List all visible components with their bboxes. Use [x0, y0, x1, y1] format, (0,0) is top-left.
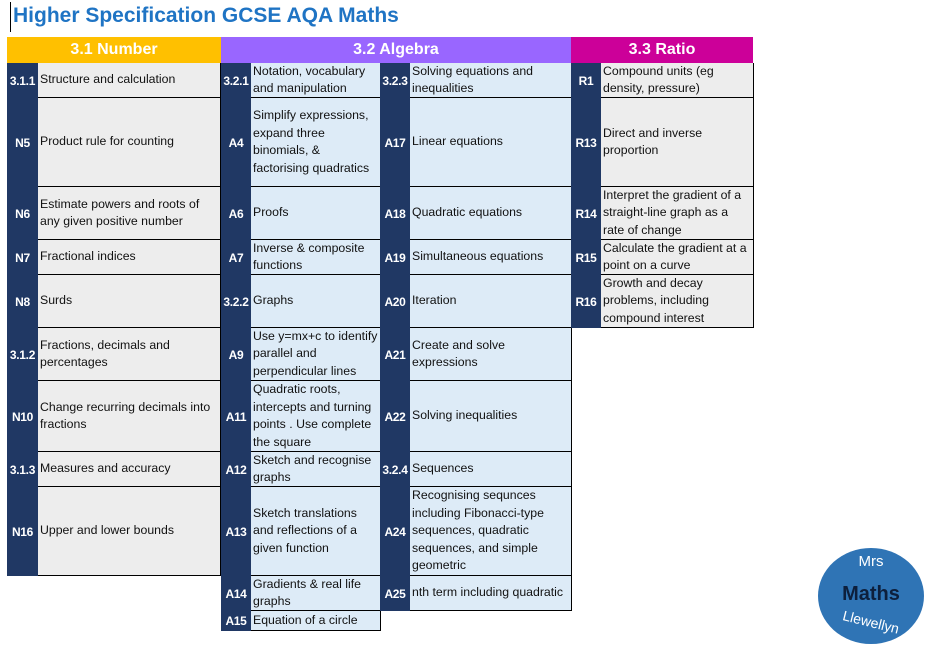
- topic-code: 3.1.1: [7, 63, 38, 98]
- topic-code: R1: [571, 63, 601, 98]
- topic-description: Solving inequalities: [410, 381, 572, 452]
- topic-code: 3.1.3: [7, 452, 38, 487]
- topic-description: Create and solve expressions: [410, 328, 572, 381]
- topic-code: N8: [7, 275, 38, 328]
- topic-description: Interpret the gradient of a straight-lin…: [601, 187, 754, 240]
- topic-code: A4: [221, 98, 251, 187]
- topic-code: A13: [221, 487, 251, 576]
- header-algebra: 3.2 Algebra: [221, 37, 571, 63]
- topic-code: A7: [221, 240, 251, 275]
- topic-code: R15: [571, 240, 601, 275]
- topic-description: Surds: [38, 275, 221, 328]
- topic-description: Fractions, decimals and percentages: [38, 328, 221, 381]
- topic-description: Measures and accuracy: [38, 452, 221, 487]
- text-cursor: [10, 2, 11, 32]
- topic-code: R13: [571, 98, 601, 187]
- topic-code: A11: [221, 381, 251, 452]
- topic-description: Graphs: [251, 275, 381, 328]
- topic-code: R16: [571, 275, 601, 328]
- topic-code: A12: [221, 452, 251, 487]
- topic-description: Sketch translations and reflections of a…: [251, 487, 381, 576]
- topic-description: Gradients & real life graphs: [251, 576, 381, 611]
- topic-description: Product rule for counting: [38, 98, 221, 187]
- mrs-maths-llewellyn-logo: Mrs Maths Llewellyn: [818, 548, 924, 644]
- topic-description: Iteration: [410, 275, 572, 328]
- topic-code: A24: [380, 487, 410, 576]
- topic-description: Simultaneous equations: [410, 240, 572, 275]
- topic-code: 3.2.3: [380, 63, 410, 98]
- topic-description: Notation, vocabulary and manipulation: [251, 63, 381, 98]
- topic-description: Estimate powers and roots of any given p…: [38, 187, 221, 240]
- topic-description: Inverse & composite functions: [251, 240, 381, 275]
- topic-code: A18: [380, 187, 410, 240]
- topic-code: A6: [221, 187, 251, 240]
- topic-code: N10: [7, 381, 38, 452]
- topic-description: Quadratic roots, intercepts and turning …: [251, 381, 381, 452]
- topic-code: 3.1.2: [7, 328, 38, 381]
- topic-code: A14: [221, 576, 251, 611]
- topic-description: Growth and decay problems, including com…: [601, 275, 754, 328]
- topic-code: A9: [221, 328, 251, 381]
- logo-top-text: Mrs: [858, 553, 884, 570]
- topic-description: Sequences: [410, 452, 572, 487]
- topic-description: Sketch and recognise graphs: [251, 452, 381, 487]
- topic-code: A15: [221, 611, 251, 631]
- logo-bottom-text: Llewellyn: [841, 607, 901, 637]
- topic-description: Use y=mx+c to identify parallel and perp…: [251, 328, 381, 381]
- topic-description: Solving equations and inequalities: [410, 63, 572, 98]
- topic-code: 3.2.4: [380, 452, 410, 487]
- topic-code: N16: [7, 487, 38, 576]
- logo-middle-text: Maths: [842, 583, 900, 605]
- topic-code: N5: [7, 98, 38, 187]
- topic-code: A25: [380, 576, 410, 611]
- topic-description: Upper and lower bounds: [38, 487, 221, 576]
- page-title: Higher Specification GCSE AQA Maths: [13, 4, 399, 27]
- topic-code: N7: [7, 240, 38, 275]
- topic-description: Proofs: [251, 187, 381, 240]
- topic-code: 3.2.2: [221, 275, 251, 328]
- topic-description: Compound units (eg density, pressure): [601, 63, 754, 98]
- topic-code: A20: [380, 275, 410, 328]
- topic-code: A19: [380, 240, 410, 275]
- topic-description: Quadratic equations: [410, 187, 572, 240]
- header-number: 3.1 Number: [7, 37, 221, 63]
- topic-description: Equation of a circle: [251, 611, 381, 631]
- topic-description: Calculate the gradient at a point on a c…: [601, 240, 754, 275]
- topic-code: A22: [380, 381, 410, 452]
- topic-description: Linear equations: [410, 98, 572, 187]
- topic-description: Recognising sequnces including Fibonacci…: [410, 487, 572, 576]
- topic-code: 3.2.1: [221, 63, 251, 98]
- topic-code: A21: [380, 328, 410, 381]
- topic-code: N6: [7, 187, 38, 240]
- topic-code: A17: [380, 98, 410, 187]
- topic-description: Fractional indices: [38, 240, 221, 275]
- topic-description: Direct and inverse proportion: [601, 98, 754, 187]
- topic-code: R14: [571, 187, 601, 240]
- header-ratio: 3.3 Ratio: [571, 37, 753, 63]
- topic-description: Structure and calculation: [38, 63, 221, 98]
- topic-description: Simplify expressions, expand three binom…: [251, 98, 381, 187]
- topic-description: nth term including quadratic: [410, 576, 572, 611]
- topic-description: Change recurring decimals into fractions: [38, 381, 221, 452]
